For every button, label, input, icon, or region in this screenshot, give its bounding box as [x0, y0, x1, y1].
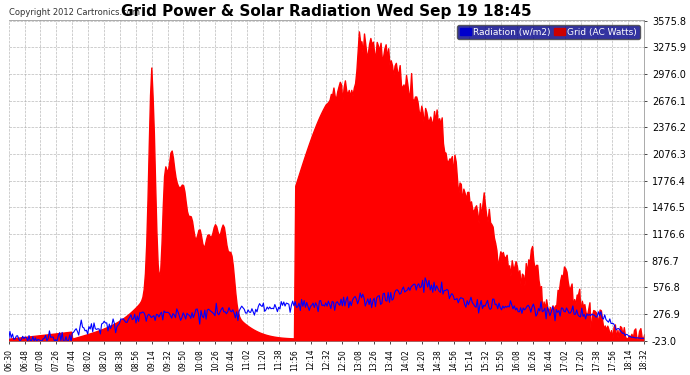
Title: Grid Power & Solar Radiation Wed Sep 19 18:45: Grid Power & Solar Radiation Wed Sep 19 …	[121, 4, 532, 19]
Text: Copyright 2012 Cartronics.com: Copyright 2012 Cartronics.com	[9, 8, 139, 17]
Legend: Radiation (w/m2), Grid (AC Watts): Radiation (w/m2), Grid (AC Watts)	[457, 25, 640, 39]
